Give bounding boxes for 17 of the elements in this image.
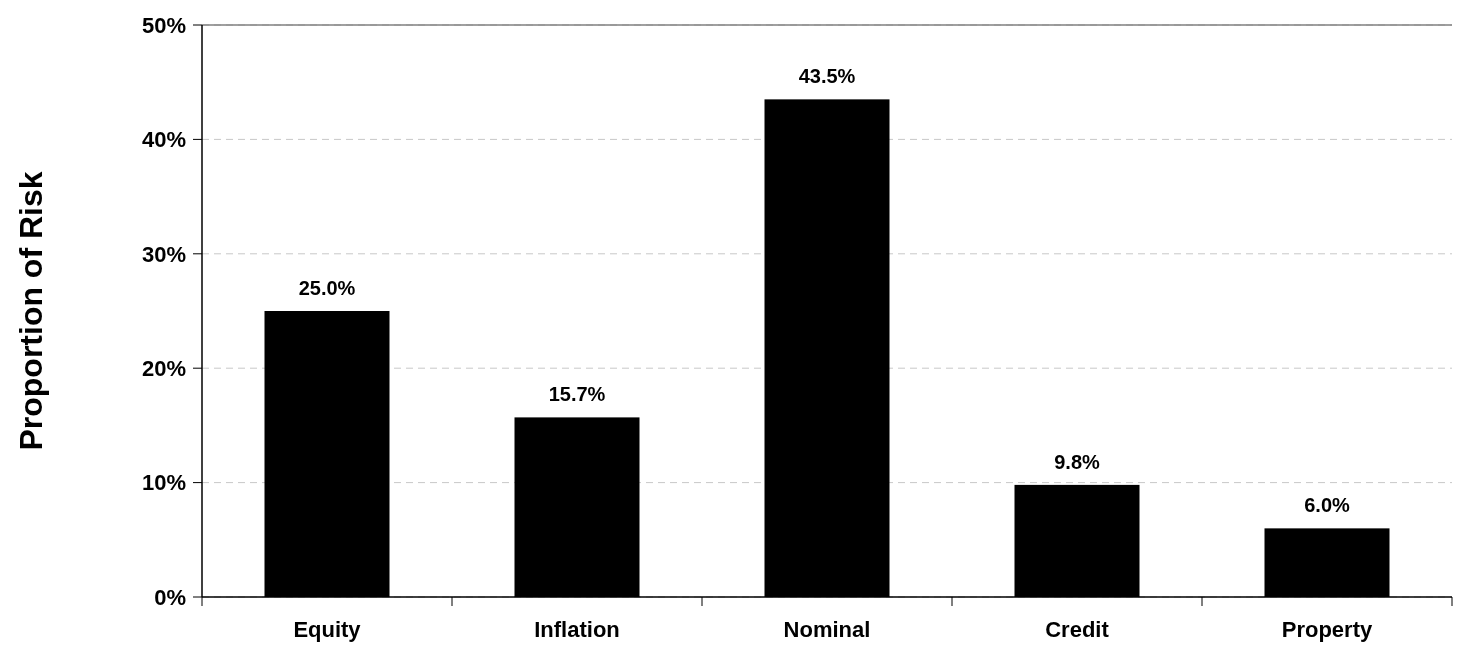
data-label: 15.7% <box>548 383 606 406</box>
y-tick-label: 30% <box>141 241 186 267</box>
y-tick-label: 50% <box>141 12 186 38</box>
x-tick-label: Credit <box>1045 617 1110 642</box>
y-tick-label: 0% <box>154 584 186 610</box>
x-tick-label: Property <box>1281 617 1373 642</box>
data-label: 9.8% <box>1054 450 1101 473</box>
data-label: 43.5% <box>798 65 856 88</box>
y-tick-label: 10% <box>141 470 186 496</box>
data-label: 25.0% <box>298 277 356 299</box>
x-tick-label: Equity <box>293 617 362 642</box>
y-axis-title: Proportion of Risk <box>13 171 49 451</box>
data-label: 6.0% <box>1304 494 1351 517</box>
x-tick-label: Nominal <box>783 617 871 642</box>
x-tick-label: Inflation <box>534 617 620 642</box>
y-tick-label: 40% <box>141 127 186 153</box>
y-tick-label: 20% <box>141 355 186 381</box>
